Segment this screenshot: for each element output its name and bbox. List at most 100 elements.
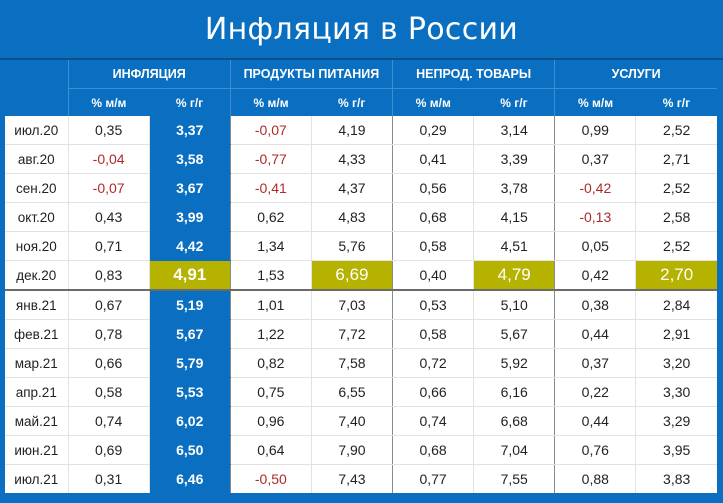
value-mm-cell: 0,74 — [67, 406, 150, 436]
subheader-yy: % г/г — [635, 88, 717, 116]
value-mm-cell: 0,72 — [392, 348, 474, 378]
table-row: фев.21 0,78 5,67 1,22 7,72 0,58 5,67 0,44 2,91 — [5, 319, 717, 349]
value-yy-cell: 3,20 — [635, 348, 717, 378]
value-mm-cell: -0,42 — [554, 173, 636, 203]
value-yy-cell: 3,99 — [148, 202, 231, 232]
value-mm-cell: 0,96 — [229, 406, 312, 436]
value-yy-cell: 7,58 — [310, 348, 393, 378]
month-label: фев.21 — [5, 319, 69, 349]
table-row: ноя.20 0,71 4,42 1,34 5,76 0,58 4,51 0,05 2,52 — [5, 231, 717, 261]
value-yy-cell: 4,79 — [473, 260, 555, 291]
value-mm-cell: 0,31 — [67, 464, 150, 493]
value-mm-cell: -0,13 — [554, 202, 636, 232]
value-mm-cell: 1,22 — [229, 319, 312, 349]
value-yy-cell: 7,72 — [310, 319, 393, 349]
month-label: мар.21 — [5, 348, 69, 378]
subheader-yy: % г/г — [311, 88, 393, 116]
value-mm-cell: -0,50 — [229, 464, 312, 493]
month-label: сен.20 — [5, 173, 69, 203]
value-yy-cell: 3,39 — [473, 144, 555, 174]
value-yy-cell: 5,67 — [148, 319, 231, 349]
value-mm-cell: 0,99 — [554, 116, 636, 145]
value-yy-cell: 3,14 — [473, 116, 555, 145]
value-mm-cell: 0,58 — [392, 231, 474, 261]
value-yy-cell: 5,67 — [473, 319, 555, 349]
value-mm-cell: 0,44 — [554, 406, 636, 436]
value-yy-cell: 4,42 — [148, 231, 231, 261]
table-row: авг.20 -0,04 3,58 -0,77 4,33 0,41 3,39 0,37 2,71 — [5, 144, 717, 174]
value-yy-cell: 4,15 — [473, 202, 555, 232]
value-yy-cell: 3,58 — [148, 144, 231, 174]
value-mm-cell: -0,04 — [67, 144, 150, 174]
value-yy-cell: 2,70 — [635, 260, 717, 291]
table-row: сен.20 -0,07 3,67 -0,41 4,37 0,56 3,78 -0,42 2,5… — [5, 173, 717, 203]
value-mm-cell: 0,74 — [392, 406, 474, 436]
value-yy-cell: 3,37 — [148, 116, 231, 145]
value-mm-cell: 0,53 — [392, 290, 474, 320]
value-yy-cell: 2,58 — [635, 202, 717, 232]
month-label: апр.21 — [5, 377, 69, 407]
value-yy-cell: 7,04 — [473, 435, 555, 465]
value-yy-cell: 4,91 — [148, 260, 231, 291]
value-mm-cell: 0,58 — [392, 319, 474, 349]
value-mm-cell: -0,07 — [67, 173, 150, 203]
value-yy-cell: 3,95 — [635, 435, 717, 465]
month-label: июл.20 — [5, 116, 69, 145]
month-label: янв.21 — [5, 290, 69, 320]
value-yy-cell: 7,43 — [310, 464, 393, 493]
table-row: мар.21 0,66 5,79 0,82 7,58 0,72 5,92 0,37 3,20 — [5, 348, 717, 378]
value-mm-cell: 0,44 — [554, 319, 636, 349]
value-yy-cell: 2,52 — [635, 173, 717, 203]
value-mm-cell: 0,42 — [554, 260, 636, 291]
value-yy-cell: 3,29 — [635, 406, 717, 436]
table-row: июл.20 0,35 3,37 -0,07 4,19 0,29 3,14 0,99 2,52 — [5, 116, 717, 145]
value-mm-cell: -0,07 — [229, 116, 312, 145]
value-yy-cell: 2,71 — [635, 144, 717, 174]
subheader-row: % м/м % г/г % м/м % г/г % м/м % г/г % м/… — [5, 88, 717, 116]
value-mm-cell: 0,05 — [554, 231, 636, 261]
table-row: окт.20 0,43 3,99 0,62 4,83 0,68 4,15 -0,13 2,58 — [5, 202, 717, 232]
group-header-services: УСЛУГИ — [554, 60, 717, 89]
value-yy-cell: 5,92 — [473, 348, 555, 378]
value-yy-cell: 2,84 — [635, 290, 717, 320]
value-mm-cell: 0,37 — [554, 348, 636, 378]
table-body: июл.20 0,35 3,37 -0,07 4,19 0,29 3,14 0,99 2,52 а… — [5, 116, 717, 493]
subheader-mm: % м/м — [229, 88, 312, 116]
value-mm-cell: 0,75 — [229, 377, 312, 407]
value-mm-cell: 0,41 — [392, 144, 474, 174]
group-header-nonfood: НЕПРОД. ТОВАРЫ — [392, 60, 555, 89]
value-yy-cell: 2,52 — [635, 116, 717, 145]
value-mm-cell: 0,56 — [392, 173, 474, 203]
month-label: июл.21 — [5, 464, 69, 493]
table-row: апр.21 0,58 5,53 0,75 6,55 0,66 6,16 0,22 3,30 — [5, 377, 717, 407]
value-yy-cell: 6,68 — [473, 406, 555, 436]
table-row: янв.21 0,67 5,19 1,01 7,03 0,53 5,10 0,38 2,84 — [5, 290, 717, 320]
value-yy-cell: 6,46 — [148, 464, 231, 493]
value-yy-cell: 3,30 — [635, 377, 717, 407]
value-mm-cell: 0,58 — [67, 377, 150, 407]
value-mm-cell: 0,82 — [229, 348, 312, 378]
value-yy-cell: 6,16 — [473, 377, 555, 407]
value-mm-cell: 0,77 — [392, 464, 474, 493]
value-yy-cell: 6,50 — [148, 435, 231, 465]
table-row: дек.20 0,83 4,91 1,53 6,69 0,40 4,79 0,42 2,70 — [5, 260, 717, 291]
value-mm-cell: -0,41 — [229, 173, 312, 203]
table-row: май.21 0,74 6,02 0,96 7,40 0,74 6,68 0,44 3,29 — [5, 406, 717, 436]
value-mm-cell: 1,34 — [229, 231, 312, 261]
value-yy-cell: 4,37 — [310, 173, 393, 203]
value-mm-cell: 0,68 — [392, 435, 474, 465]
value-yy-cell: 6,69 — [310, 260, 393, 291]
subheader-yy: % г/г — [473, 88, 555, 116]
value-yy-cell: 5,19 — [148, 290, 231, 320]
value-mm-cell: 1,53 — [229, 260, 312, 291]
subheader-yy: % г/г — [149, 88, 231, 116]
month-label: авг.20 — [5, 144, 69, 174]
value-yy-cell: 7,90 — [310, 435, 393, 465]
subheader-mm: % м/м — [554, 88, 636, 116]
value-mm-cell: 0,78 — [67, 319, 150, 349]
value-yy-cell: 4,33 — [310, 144, 393, 174]
subheader-mm: % м/м — [67, 88, 150, 116]
value-mm-cell: 0,38 — [554, 290, 636, 320]
value-mm-cell: 0,76 — [554, 435, 636, 465]
